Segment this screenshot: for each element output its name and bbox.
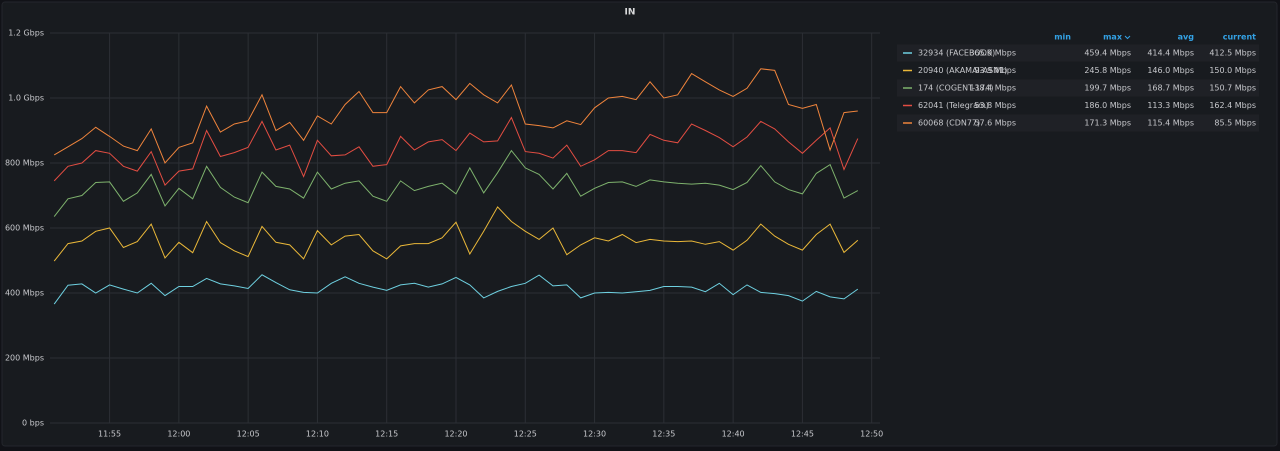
y-tick-label: 600 Mbps <box>5 224 44 233</box>
series-line <box>53 149 859 217</box>
legend-value: 146.0 Mbps <box>1147 66 1194 75</box>
x-tick-label: 12:35 <box>652 430 675 439</box>
legend: min max avg current 32934 (FACEBOOK)365.9 Mb… <box>897 33 1259 132</box>
legend-value: 162.4 Mbps <box>1209 101 1256 110</box>
x-tick-label: 12:20 <box>444 430 467 439</box>
series-line <box>53 274 859 305</box>
x-tick-label: 12:50 <box>860 430 883 439</box>
x-tick-label: 12:30 <box>583 430 606 439</box>
x-tick-label: 12:25 <box>514 430 537 439</box>
y-tick-label: 0 bps <box>22 419 44 428</box>
grid: 0 bps 200 Mbps 400 Mbps 600 Mbps 800 Mbps 1.0… <box>5 29 883 439</box>
legend-value: 53.8 Mbps <box>974 101 1016 110</box>
y-tick-label: 1.0 Gbps <box>8 94 44 103</box>
y-tick-label: 1.2 Gbps <box>8 29 44 38</box>
legend-value: 138.4 Mbps <box>969 84 1016 93</box>
legend-row[interactable] <box>897 97 1259 114</box>
x-tick-label: 12:40 <box>722 430 745 439</box>
x-tick-label: 12:10 <box>306 430 329 439</box>
legend-name[interactable]: 174 (COGENT-174) <box>918 84 993 93</box>
legend-value: 115.4 Mbps <box>1147 119 1194 128</box>
legend-name[interactable]: 62041 (Telegram) <box>918 101 989 110</box>
series-line <box>53 206 859 262</box>
legend-row[interactable] <box>897 44 1259 62</box>
y-tick-label: 400 Mbps <box>5 289 44 298</box>
legend-name[interactable]: 60068 (CDN77) <box>918 119 980 128</box>
legend-value: 168.7 Mbps <box>1147 84 1194 93</box>
x-tick-label: 12:45 <box>791 430 814 439</box>
y-tick-label: 800 Mbps <box>5 159 44 168</box>
legend-name[interactable]: 32934 (FACEBOOK) <box>918 49 995 58</box>
sort-icon <box>1124 35 1131 40</box>
legend-value: 85.5 Mbps <box>1214 119 1256 128</box>
legend-value: 93.9 Mbps <box>974 66 1016 75</box>
legend-value: 459.4 Mbps <box>1084 49 1131 58</box>
legend-column-header[interactable]: current <box>1223 33 1256 42</box>
legend-value: 113.3 Mbps <box>1147 101 1194 110</box>
legend-name[interactable]: 20940 (AKAMAI-ASN1) <box>918 66 1007 75</box>
x-tick-label: 12:05 <box>237 430 260 439</box>
legend-value: 171.3 Mbps <box>1084 119 1131 128</box>
plot <box>53 68 859 305</box>
x-tick-label: 11:55 <box>98 430 121 439</box>
legend-column-header[interactable]: max <box>1103 33 1123 42</box>
legend-value: 150.0 Mbps <box>1209 66 1256 75</box>
series-line <box>53 116 859 186</box>
legend-value: 199.7 Mbps <box>1084 84 1131 93</box>
legend-value: 245.8 Mbps <box>1084 66 1131 75</box>
legend-value: 365.9 Mbps <box>969 49 1016 58</box>
panel-title[interactable]: IN <box>625 8 636 18</box>
y-tick-label: 200 Mbps <box>5 354 44 363</box>
legend-column-header[interactable]: min <box>1054 33 1071 42</box>
legend-value: 150.7 Mbps <box>1209 84 1256 93</box>
legend-row[interactable] <box>897 62 1259 79</box>
x-tick-label: 12:15 <box>375 430 398 439</box>
legend-column-header[interactable]: avg <box>1178 33 1195 42</box>
legend-value: 186.0 Mbps <box>1084 101 1131 110</box>
legend-row[interactable] <box>897 114 1259 132</box>
legend-value: 57.6 Mbps <box>974 119 1016 128</box>
series-line <box>53 68 858 164</box>
x-tick-label: 12:00 <box>167 430 190 439</box>
legend-value: 414.4 Mbps <box>1147 49 1194 58</box>
legend-row[interactable] <box>897 79 1259 97</box>
legend-value: 412.5 Mbps <box>1209 49 1256 58</box>
